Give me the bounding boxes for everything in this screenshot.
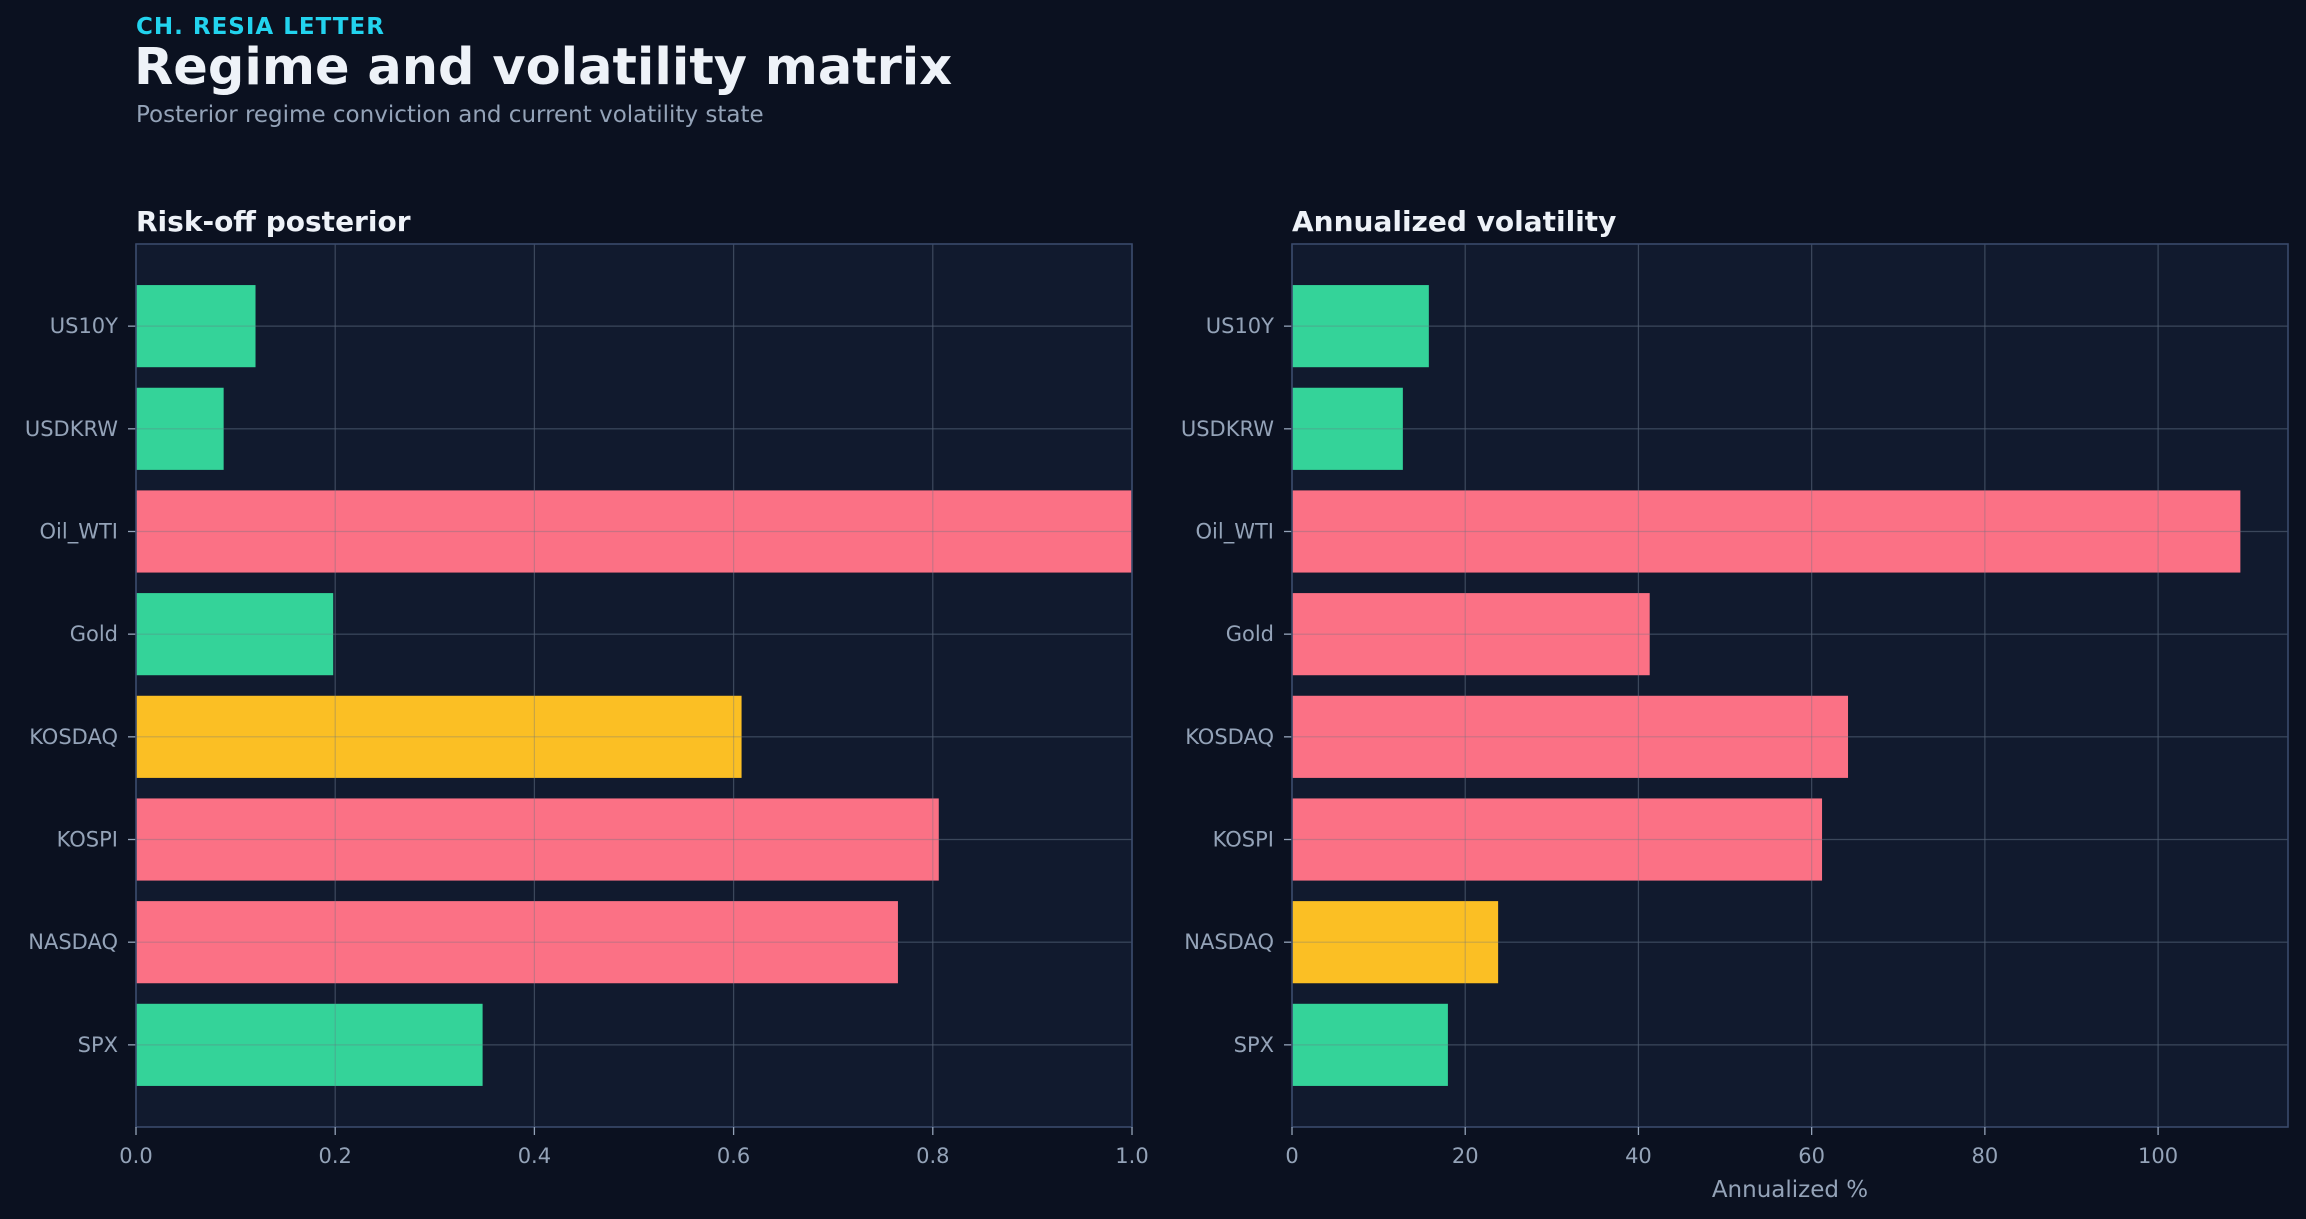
- chart1-category-label-gold: Gold: [70, 622, 118, 646]
- chart1-title: Risk-off posterior: [136, 205, 411, 238]
- page-subtitle: Posterior regime conviction and current …: [136, 102, 764, 128]
- chart2-bar-gold: [1292, 593, 1650, 676]
- chart1-bar-usdkrw: [136, 387, 224, 470]
- chart2-bar-kosdaq: [1292, 695, 1849, 778]
- chart1-xtick-label-3: 0.6: [717, 1144, 750, 1168]
- chart2-category-label-kospi: KOSPI: [1213, 828, 1274, 852]
- chart2-xlabel: Annualized %: [1712, 1177, 1868, 1203]
- chart1-bar-kospi: [136, 798, 939, 881]
- chart1-category-label-spx: SPX: [78, 1033, 118, 1057]
- chart1-category-label-usdkrw: USDKRW: [25, 417, 118, 441]
- chart2-title: Annualized volatility: [1292, 205, 1616, 238]
- chart2-category-label-gold: Gold: [1226, 622, 1274, 646]
- chart1-bar-gold: [136, 593, 334, 676]
- chart2-bar-spx: [1292, 1003, 1448, 1086]
- chart1-bar-nasdaq: [136, 901, 898, 984]
- chart1-xtick-label-5: 1.0: [1115, 1144, 1148, 1168]
- chart2-xtick-label-2: 40: [1625, 1144, 1652, 1168]
- chart1-xtick-label-0: 0.0: [119, 1144, 152, 1168]
- chart2-category-label-spx: SPX: [1234, 1033, 1274, 1057]
- chart2-xtick-label-3: 60: [1798, 1144, 1825, 1168]
- chart1-bar-oil-wti: [136, 490, 1132, 573]
- chart1-xtick-label-4: 0.8: [916, 1144, 949, 1168]
- chart1-frame: [135, 243, 1133, 1128]
- chart1-xtick-label-2: 0.4: [518, 1144, 551, 1168]
- chart2-bar-kospi: [1292, 798, 1823, 881]
- chart2-xtick-label-1: 20: [1452, 1144, 1479, 1168]
- page-title: Regime and volatility matrix: [134, 38, 953, 97]
- chart2-frame: [1291, 243, 2289, 1128]
- chart2-category-label-nasdaq: NASDAQ: [1184, 930, 1274, 954]
- chart1-category-label-nasdaq: NASDAQ: [28, 930, 118, 954]
- chart2-plot-area: [1292, 244, 2288, 1127]
- chart1-bar-kosdaq: [136, 695, 742, 778]
- chart1-category-label-us10y: US10Y: [50, 314, 118, 338]
- chart2-bar-usdkrw: [1292, 387, 1403, 470]
- chart2-category-label-usdkrw: USDKRW: [1181, 417, 1274, 441]
- chart2-category-label-kosdaq: KOSDAQ: [1185, 725, 1274, 749]
- chart2-xtick-label-0: 0: [1285, 1144, 1298, 1168]
- chart2-bar-us10y: [1292, 285, 1429, 368]
- chart1-category-label-kosdaq: KOSDAQ: [29, 725, 118, 749]
- chart1-category-label-oil-wti: Oil_WTI: [40, 519, 118, 544]
- chart2-xtick-label-5: 100: [2138, 1144, 2178, 1168]
- chart1-plot-area: [136, 244, 1132, 1127]
- eyebrow-label: CH. RESIA LETTER: [136, 14, 385, 40]
- chart2-category-label-oil-wti: Oil_WTI: [1196, 519, 1274, 544]
- chart1-bar-us10y: [136, 285, 256, 368]
- chart1-category-label-kospi: KOSPI: [57, 828, 118, 852]
- chart1-bar-spx: [136, 1003, 483, 1086]
- chart1-xtick-label-1: 0.2: [318, 1144, 351, 1168]
- chart2-category-label-us10y: US10Y: [1206, 314, 1274, 338]
- chart2-bar-nasdaq: [1292, 901, 1499, 984]
- chart2-xtick-label-4: 80: [1972, 1144, 1999, 1168]
- chart2-bar-oil-wti: [1292, 490, 2241, 573]
